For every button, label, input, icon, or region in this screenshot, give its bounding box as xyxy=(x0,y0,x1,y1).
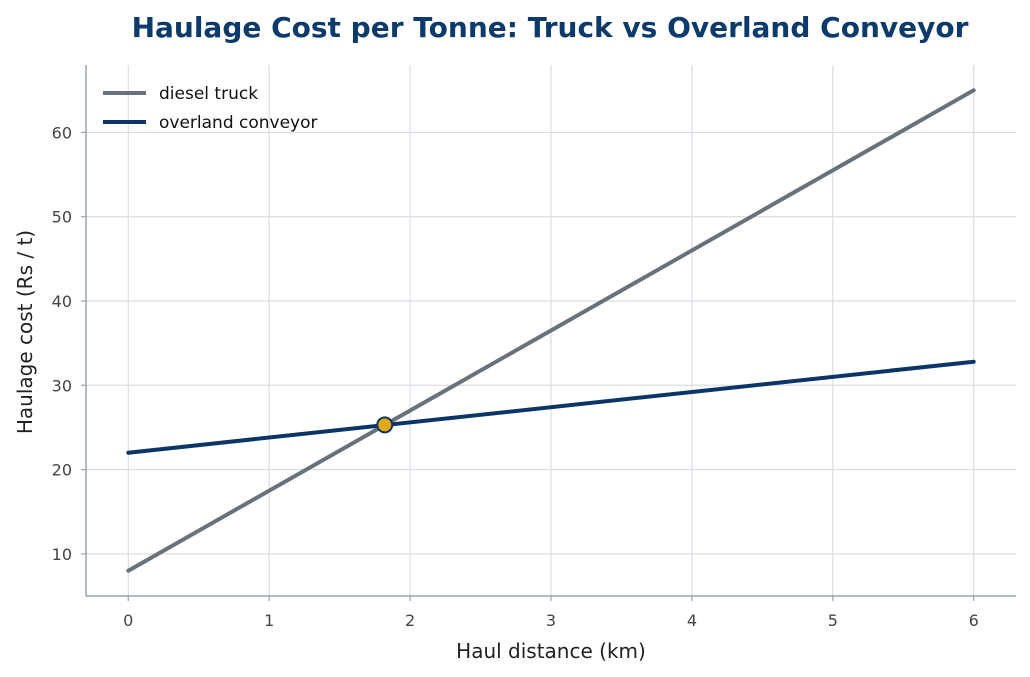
y-tick-label-5: 60 xyxy=(52,123,72,142)
y-tick-label-3: 40 xyxy=(52,292,72,311)
y-axis-label: Haulage cost (Rs / t) xyxy=(13,230,37,434)
tick-labels: 0 1 2 3 4 5 6 10 20 30 40 50 60 xyxy=(52,123,979,630)
break-even-marker xyxy=(376,416,394,434)
chart-title: Haulage Cost per Tonne: Truck vs Overlan… xyxy=(132,11,969,44)
series-line-diesel-truck xyxy=(126,88,976,573)
series-lines xyxy=(126,88,976,573)
x-tick-label-2: 2 xyxy=(405,611,415,630)
y-tick-label-1: 20 xyxy=(52,461,72,480)
x-tick-label-0: 0 xyxy=(123,611,133,630)
y-tick-label-4: 50 xyxy=(52,208,72,227)
series-line-overland-conveyor xyxy=(126,359,976,455)
legend: diesel truck overland conveyor xyxy=(103,84,318,133)
x-tick-label-6: 6 xyxy=(969,611,979,630)
axes xyxy=(81,65,1016,601)
x-tick-label-1: 1 xyxy=(264,611,274,630)
x-tick-label-5: 5 xyxy=(828,611,838,630)
x-tick-label-3: 3 xyxy=(546,611,556,630)
x-tick-label-4: 4 xyxy=(687,611,697,630)
y-tick-label-2: 30 xyxy=(52,376,72,395)
legend-label-overland-conveyor: overland conveyor xyxy=(159,113,318,133)
x-axis-label: Haul distance (km) xyxy=(456,639,646,663)
y-tick-label-0: 10 xyxy=(52,545,72,564)
grid xyxy=(86,65,1016,596)
legend-label-diesel-truck: diesel truck xyxy=(159,84,258,104)
markers xyxy=(376,416,394,434)
